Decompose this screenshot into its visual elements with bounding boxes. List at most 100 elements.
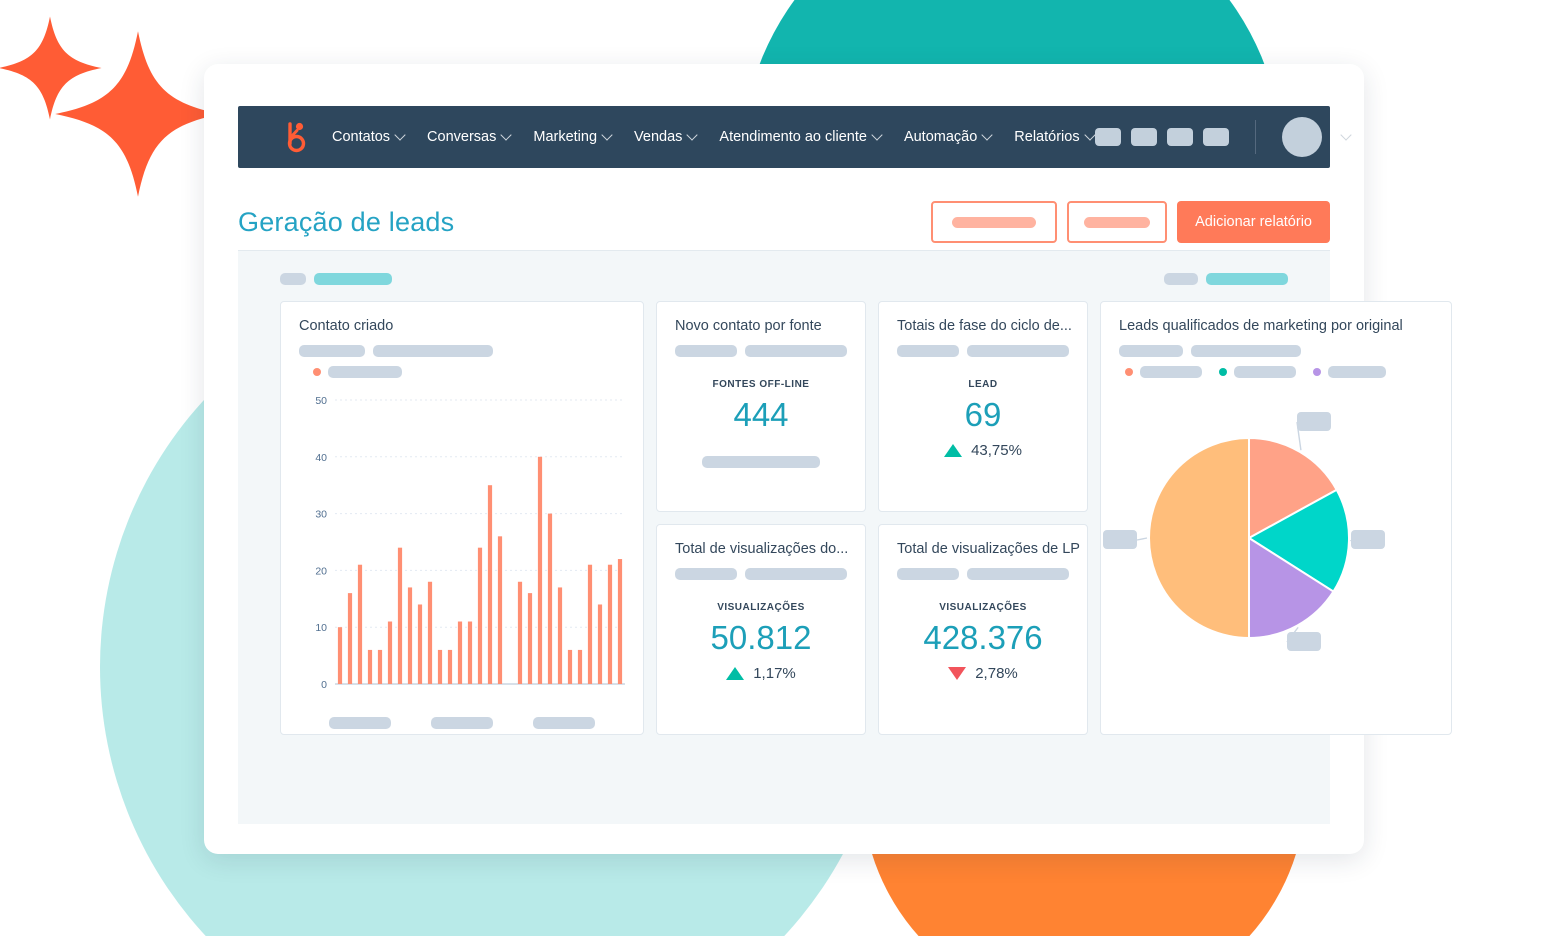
column-middle: Novo contato por fonte FONTES OFF-LINE 4… [656,301,1088,735]
bar-chart-x-axis-labels [281,717,643,729]
svg-text:0: 0 [321,679,327,691]
legend-swatch-icon [1219,368,1227,376]
chevron-down-icon [502,131,511,140]
kpi-value: 428.376 [923,619,1043,656]
kpi-delta-value: 2,78% [975,665,1018,682]
nav-item-label: Atendimento ao cliente [719,129,867,145]
kpi-delta: 43,75% [879,442,1087,459]
card-title: Novo contato por fonte [675,318,822,334]
help-icon[interactable] [1166,128,1193,146]
dashboard-canvas: Contato criado 0 10 20 30 40 50 [238,250,1452,824]
column-right: Leads qualificados de marketing por orig… [1100,301,1452,735]
legend-label-placeholder [1328,366,1386,378]
card-novo-contato-por-fonte[interactable]: Novo contato por fonte FONTES OFF-LINE 4… [656,301,866,512]
toolbar-placeholder-active[interactable] [314,273,392,285]
nav-item-label: Contatos [332,129,391,145]
svg-text:20: 20 [315,565,327,577]
pie-chart-svg [1103,412,1385,651]
nav-utility-icons [1094,117,1361,157]
svg-text:50: 50 [315,395,327,407]
svg-text:40: 40 [315,452,327,464]
x-axis-label-placeholder [329,717,391,729]
dashboard-toolbar-left [280,273,392,285]
chevron-down-icon[interactable] [1342,131,1351,140]
kpi-delta: 2,78% [879,665,1087,682]
account-avatar[interactable] [1281,117,1322,157]
legend-swatch-icon [313,368,321,376]
notifications-icon[interactable] [1202,128,1229,146]
legend-label-placeholder [328,366,402,378]
bar-chart-svg: 0 10 20 30 40 50 [315,395,625,691]
card-title: Total de visualizações do... [675,541,849,557]
subtitle-placeholder [966,345,1069,357]
card-subtitle-placeholders [879,557,1087,580]
actions-button[interactable] [931,201,1058,243]
kpi-footer-placeholder [702,456,820,468]
legend-label-placeholder [1234,366,1296,378]
card-subtitle-placeholders [281,334,643,357]
card-subtitle-placeholders [879,334,1087,357]
subtitle-placeholder [1191,345,1301,357]
dashboard-toolbar-right [1164,273,1288,285]
pie-callout-label-placeholder [1287,632,1321,651]
subtitle-placeholder [675,345,737,357]
chart-legend [281,357,643,378]
nav-item-relatorios[interactable]: Relatórios [1014,129,1094,145]
trend-up-icon [944,444,963,457]
kpi-label: LEAD [968,379,998,390]
nav-item-label: Conversas [427,129,497,145]
pie-callout-label-placeholder [1297,412,1331,431]
settings-icon[interactable] [1130,128,1157,146]
dashboard-grid: Contato criado 0 10 20 30 40 50 [238,285,1452,735]
pie-legend [1101,357,1451,378]
nav-item-label: Vendas [634,129,683,145]
subtitle-placeholder [744,568,847,580]
card-contato-criado[interactable]: Contato criado 0 10 20 30 40 50 [280,301,644,735]
pie-callout-label-placeholder [1351,530,1385,549]
card-leads-qualificados[interactable]: Leads qualificados de marketing por orig… [1100,301,1452,735]
card-title: Total de visualizações de LP [897,541,1080,557]
nav-item-automacao[interactable]: Automação [904,129,992,145]
card-subtitle-placeholders [1101,334,1451,357]
card-title: Contato criado [299,318,394,334]
browser-window: Contatos Conversas Marketing Vendas Aten… [204,64,1452,854]
card-title: Totais de fase do ciclo de... [897,318,1072,334]
toolbar-placeholder[interactable] [1164,273,1198,285]
legend-swatch-icon [1125,368,1133,376]
top-navigation-bar: Contatos Conversas Marketing Vendas Aten… [238,106,1330,168]
header-actions: Adicionar relatório [931,201,1330,243]
card-total-visualizacoes-lp[interactable]: Total de visualizações de LP VISUALIZAÇÕ… [878,524,1088,735]
kpi-label: VISUALIZAÇÕES [939,602,1027,613]
toolbar-placeholder-active[interactable] [1206,273,1288,285]
subtitle-placeholder [897,568,959,580]
subtitle-placeholder [897,345,959,357]
nav-item-contatos[interactable]: Contatos [332,129,405,145]
hubspot-sprocket-icon[interactable] [272,120,306,154]
card-subtitle-placeholders [657,334,865,357]
nav-item-label: Automação [903,129,978,145]
nav-item-marketing[interactable]: Marketing [533,129,612,145]
marketplace-icon[interactable] [1094,128,1121,146]
add-report-button[interactable]: Adicionar relatório [1177,201,1330,243]
chevron-down-icon [688,131,697,140]
toolbar-placeholder[interactable] [280,273,306,285]
subtitle-placeholder [675,568,737,580]
nav-item-vendas[interactable]: Vendas [634,129,697,145]
dashboard-toolbar [238,251,1330,285]
kpi-value: 69 [964,396,1002,433]
svg-text:10: 10 [315,622,327,634]
nav-item-label: Marketing [533,129,598,145]
trend-down-icon [948,667,967,680]
sparkle-small-icon [0,16,102,120]
bar-chart: 0 10 20 30 40 50 [295,392,629,710]
button-label-placeholder [952,216,1037,228]
kpi-row-top: Novo contato por fonte FONTES OFF-LINE 4… [656,301,1088,512]
chevron-down-icon [1086,131,1095,140]
share-button[interactable] [1067,201,1168,243]
card-totais-fase-ciclo[interactable]: Totais de fase do ciclo de... LEAD 69 43… [878,301,1088,512]
card-total-visualizacoes-do[interactable]: Total de visualizações do... VISUALIZAÇÕ… [656,524,866,735]
nav-item-conversas[interactable]: Conversas [427,129,511,145]
card-subtitle-placeholders [657,557,865,580]
nav-item-atendimento-ao-cliente[interactable]: Atendimento ao cliente [719,129,882,145]
